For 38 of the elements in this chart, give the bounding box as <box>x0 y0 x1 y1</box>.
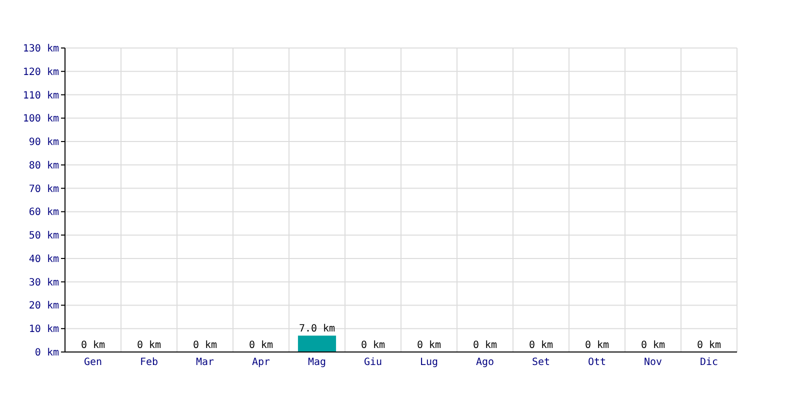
x-tick-label: Gen <box>84 357 102 368</box>
y-tick-label: 130 km <box>22 44 59 54</box>
y-tick-label: 0 km <box>34 348 59 358</box>
y-tick-label: 90 km <box>28 137 59 148</box>
y-tick-label: 110 km <box>22 90 59 102</box>
y-tick-label: 10 km <box>28 324 59 336</box>
x-tick-label: Dic <box>700 357 718 368</box>
y-tick-label: 120 km <box>22 66 59 78</box>
data-label: 0 km <box>472 340 498 351</box>
y-tick-label: 100 km <box>22 114 59 125</box>
y-tick-label: 80 km <box>28 160 59 172</box>
y-tick-label: 30 km <box>28 277 59 288</box>
y-tick-label: 40 km <box>28 254 59 265</box>
data-label: 0 km <box>696 340 722 351</box>
data-label: 0 km <box>80 340 106 351</box>
y-tick-label: 70 km <box>28 184 59 195</box>
x-tick-label: Ott <box>588 357 606 368</box>
x-tick-label: Mar <box>196 357 214 368</box>
x-tick-label: Nov <box>644 357 662 368</box>
x-tick-label: Apr <box>252 357 270 368</box>
data-label: 0 km <box>360 340 386 351</box>
x-tick-label: Set <box>532 357 550 368</box>
data-label: 0 km <box>136 340 162 351</box>
x-tick-label: Mag <box>308 357 326 368</box>
x-tick-label: Feb <box>140 357 158 368</box>
y-tick-label: 20 km <box>28 300 59 312</box>
data-label: 0 km <box>416 340 442 351</box>
y-tick-label: 50 km <box>28 230 59 242</box>
y-tick-label: 60 km <box>28 207 59 218</box>
data-label: 7.0 km <box>298 324 336 335</box>
data-label: 0 km <box>584 340 610 351</box>
data-label: 0 km <box>248 340 274 351</box>
data-label: 0 km <box>192 340 218 351</box>
data-label: 0 km <box>528 340 554 351</box>
x-tick-label: Lug <box>420 357 438 368</box>
x-tick-label: Giu <box>364 357 382 368</box>
x-tick-label: Ago <box>476 357 494 368</box>
data-label: 0 km <box>640 340 666 351</box>
